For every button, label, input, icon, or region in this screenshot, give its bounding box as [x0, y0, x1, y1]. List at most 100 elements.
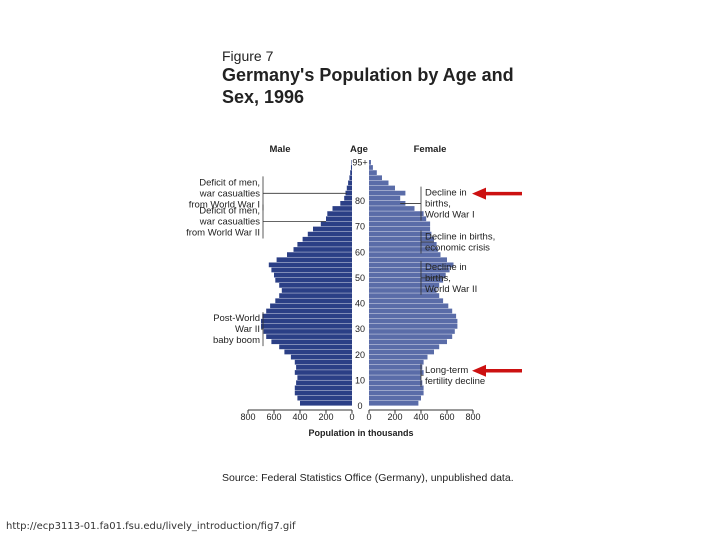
female-annotation-text: Decline in	[425, 262, 467, 273]
female-annotation-text: World War II	[425, 284, 477, 295]
male-bar	[297, 395, 352, 401]
female-bar	[369, 334, 453, 339]
male-bar	[294, 370, 352, 375]
male-bar	[332, 206, 352, 211]
male-bar	[261, 324, 352, 329]
female-bar	[369, 390, 424, 396]
male-x-tick-label: 200	[318, 412, 333, 422]
age-tick-label: 10	[355, 375, 365, 385]
male-bar	[349, 175, 352, 181]
female-bar	[369, 231, 432, 237]
male-bar	[297, 242, 352, 247]
male-bar	[326, 216, 352, 222]
male-bar	[263, 329, 352, 334]
male-bar	[294, 359, 352, 365]
female-annotation-text: births,	[425, 273, 451, 284]
female-bar	[369, 400, 419, 406]
female-bar	[369, 221, 431, 227]
age-tick-label: 20	[355, 350, 365, 360]
female-bar	[369, 252, 441, 257]
age-tick-label: 30	[355, 324, 365, 334]
female-bar	[369, 267, 450, 273]
female-x-tick-label: 400	[413, 412, 428, 422]
male-annotation-text: from World War II	[186, 228, 260, 239]
female-bar	[369, 318, 458, 324]
male-bar	[351, 160, 352, 165]
female-bar	[369, 303, 449, 309]
male-bar	[296, 380, 352, 386]
male-annotation-bracket	[262, 204, 326, 239]
female-bar	[369, 242, 437, 247]
male-bar	[294, 385, 352, 391]
female-bar	[369, 211, 424, 216]
female-bar	[369, 165, 373, 170]
male-annotation-text: Deficit of men,	[199, 177, 260, 188]
female-bar	[369, 247, 438, 252]
male-annotation-bracket	[262, 176, 347, 211]
female-bar	[369, 339, 447, 345]
female-bar	[369, 201, 406, 206]
female-bar	[369, 262, 454, 268]
population-axis: 800 600 400 200 0 0 200 400 600 800	[240, 409, 481, 422]
female-bar	[369, 308, 453, 314]
male-bar	[302, 236, 352, 242]
male-x-tick-label: 0	[349, 412, 354, 422]
male-annotation-bracket	[261, 312, 264, 347]
female-bar	[369, 329, 455, 334]
female-bar	[369, 359, 424, 365]
female-bar	[369, 288, 437, 293]
male-bar	[266, 308, 352, 314]
female-bar	[369, 272, 446, 278]
female-annotation-text: births,	[425, 199, 451, 210]
male-bar	[271, 267, 352, 273]
male-bar	[300, 400, 352, 406]
age-tick-label: 40	[355, 299, 365, 309]
male-x-tick-label: 600	[266, 412, 281, 422]
female-bars-group	[369, 160, 458, 406]
male-bar	[276, 257, 352, 263]
female-bar	[369, 344, 440, 350]
male-annotation-text: baby boom	[213, 335, 260, 346]
male-bar	[320, 221, 352, 227]
female-annotation-bracket	[420, 363, 424, 387]
x-axis-label: Population in thousands	[309, 428, 414, 438]
male-bar	[345, 190, 352, 196]
figure-label: Figure 7	[222, 48, 274, 64]
male-bar	[275, 298, 352, 304]
male-bar	[281, 288, 352, 293]
female-annotation-text: Decline in	[425, 188, 467, 199]
female-annotation-text: World War I	[425, 210, 475, 221]
age-tick-label: 80	[355, 196, 365, 206]
female-header: Female	[414, 144, 447, 155]
female-bar	[369, 216, 427, 222]
male-bar	[307, 231, 352, 237]
male-annotation-text: War II	[235, 324, 260, 335]
male-bar	[293, 247, 352, 252]
male-bar	[284, 349, 352, 355]
female-bar	[369, 293, 440, 298]
age-tick-label: 0	[357, 401, 362, 411]
chart-title: Germany's Population by Age and Sex, 199…	[222, 65, 514, 107]
male-header: Male	[269, 144, 290, 155]
female-bar	[369, 375, 421, 380]
male-x-tick-label: 800	[240, 412, 255, 422]
female-bar	[369, 180, 389, 186]
male-bar	[348, 180, 352, 186]
male-bar	[296, 365, 352, 370]
male-bar	[261, 318, 352, 324]
female-bar	[369, 370, 424, 375]
female-bar	[369, 349, 434, 355]
female-annotation-bracket	[420, 260, 446, 295]
male-bar	[275, 277, 352, 283]
male-bar	[297, 375, 352, 380]
male-x-tick-label: 400	[292, 412, 307, 422]
male-bar	[279, 283, 352, 288]
female-bar	[369, 190, 406, 196]
male-bar	[279, 293, 352, 298]
red-arrow-icon	[472, 364, 486, 377]
male-bar	[262, 313, 352, 319]
female-bar	[369, 170, 377, 175]
female-bar	[369, 175, 382, 181]
age-tick-label: 60	[355, 247, 365, 257]
female-bar	[369, 385, 424, 391]
